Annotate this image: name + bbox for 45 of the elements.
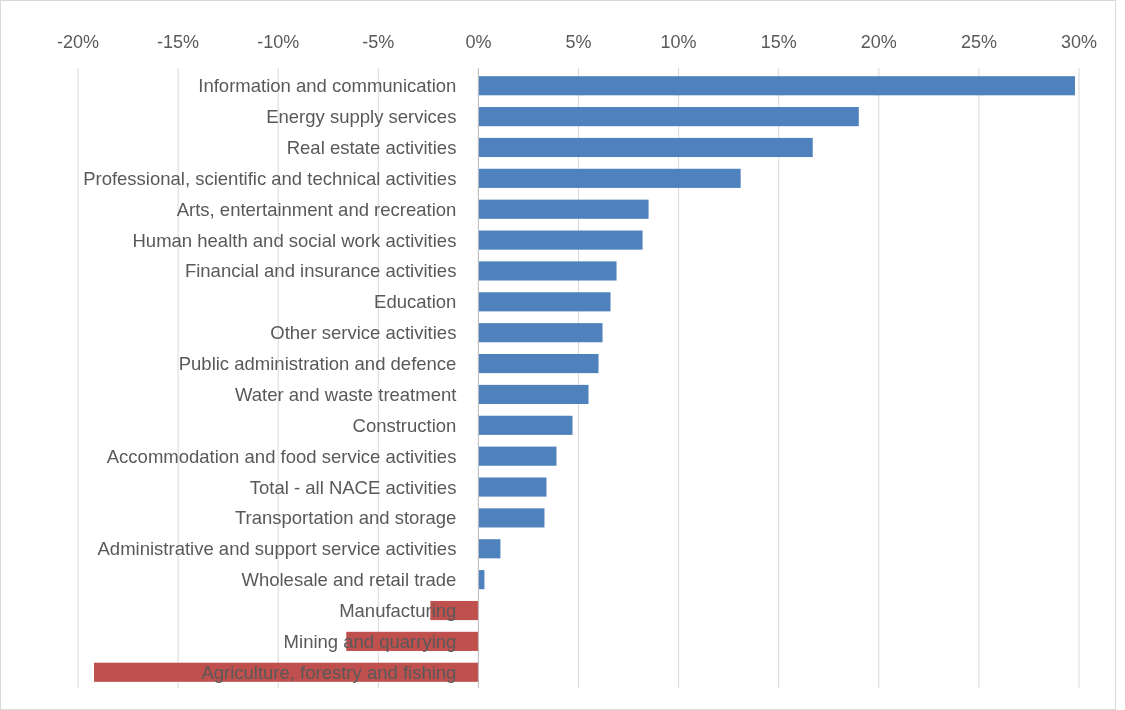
y-tick-label: Professional, scientific and technical activities [83, 167, 457, 189]
y-tick-label: Other service activities [270, 322, 457, 344]
bar [478, 199, 649, 219]
bar [478, 384, 589, 404]
bar [478, 508, 545, 528]
bar [478, 168, 741, 188]
y-tick-label: Financial and insurance activities [184, 260, 457, 282]
x-tick-label: 20% [860, 32, 897, 52]
y-tick-label: Wholesale and retail trade [241, 569, 457, 591]
x-tick-label: 30% [1060, 32, 1098, 52]
x-tick-label: 25% [960, 32, 997, 52]
x-tick-label: -5% [362, 32, 395, 52]
bar [478, 446, 557, 466]
x-tick-label: 5% [565, 32, 592, 52]
bar [478, 415, 573, 435]
y-tick-label: Agriculture, forestry and fishing [201, 661, 457, 683]
y-tick-label: Information and communication [198, 75, 457, 97]
y-tick-label: Real estate activities [286, 136, 457, 158]
y-tick-label: Energy supply services [266, 106, 457, 128]
x-tick-label: -10% [257, 32, 300, 52]
y-tick-label: Arts, entertainment and recreation [176, 198, 457, 220]
bar [478, 107, 859, 127]
y-tick-label: Water and waste treatment [234, 383, 457, 405]
bar [478, 261, 617, 281]
bar [478, 292, 611, 312]
bar [478, 76, 1075, 96]
bar [478, 230, 643, 250]
x-tick-label: 10% [660, 32, 697, 52]
y-tick-label: Human health and social work activities [132, 229, 457, 251]
y-tick-label: Construction [352, 414, 457, 436]
x-tick-label: -20% [56, 32, 100, 52]
x-tick-label: 15% [760, 32, 797, 52]
bar [478, 477, 547, 497]
y-tick-label: Education [374, 291, 457, 313]
bar [478, 323, 603, 343]
bar [478, 539, 501, 559]
bar [478, 137, 813, 158]
y-tick-label: Total - all NACE activities [249, 476, 457, 498]
y-tick-label: Accommodation and food service activities [106, 445, 457, 467]
bar [478, 354, 599, 374]
x-tick-label: -15% [157, 32, 200, 52]
y-tick-label: Administrative and support service activities [97, 538, 457, 560]
y-tick-label: Public administration and defence [178, 353, 457, 375]
y-tick-label: Transportation and storage [234, 507, 457, 529]
x-tick-label: 0% [465, 32, 492, 52]
